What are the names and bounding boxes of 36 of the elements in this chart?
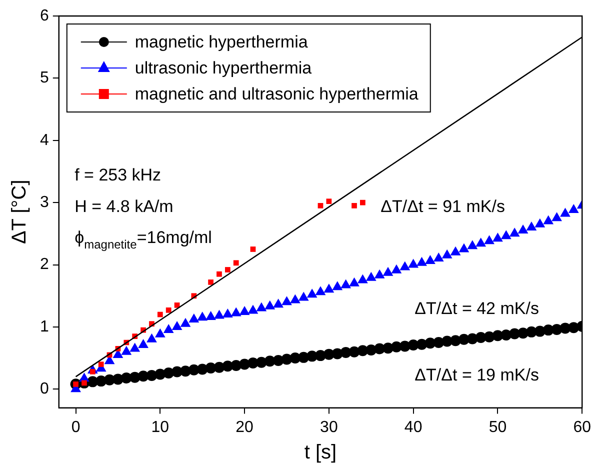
point <box>224 267 230 272</box>
annotation: f = 253 kHz <box>74 166 162 185</box>
point <box>360 200 366 206</box>
point <box>166 307 172 313</box>
legend-label: magnetic and ultrasonic hyperthermia <box>134 84 419 104</box>
y-tick-label: 2 <box>40 256 49 274</box>
x-tick-label: 40 <box>404 418 422 436</box>
legend-label: ultrasonic hyperthermia <box>134 58 312 78</box>
point <box>352 202 357 208</box>
y-tick-label: 1 <box>40 318 49 336</box>
y-tick-label: 6 <box>40 7 49 24</box>
annotation: ΔT/Δt = 19 mK/s <box>414 365 539 384</box>
x-tick-label: 20 <box>236 418 254 436</box>
annotation: ΔT/Δt = 42 mK/s <box>414 298 539 318</box>
y-tick-label: 4 <box>40 132 49 149</box>
point <box>157 312 163 318</box>
annotation: ΔT/Δt = 91 mK/s <box>380 196 505 216</box>
x-tick-label: 10 <box>151 418 170 436</box>
legend-label: magnetic hyperthermia <box>134 32 308 52</box>
point <box>250 246 256 252</box>
point <box>98 362 104 367</box>
point <box>208 279 214 285</box>
point <box>216 271 222 277</box>
y-tick-label: 0 <box>40 380 49 398</box>
annotation: H = 4.8 kA/m <box>74 196 174 216</box>
x-tick-label: 60 <box>573 418 592 436</box>
x-tick-label: 30 <box>320 418 338 436</box>
y-axis-title: ΔT [°C] <box>8 180 31 244</box>
x-tick-label: 50 <box>488 418 507 436</box>
x-tick-label: 0 <box>71 418 80 436</box>
y-tick-label: 5 <box>40 70 49 87</box>
y-tick-label: 3 <box>40 194 49 211</box>
x-axis-title: t [s] <box>304 442 337 464</box>
point <box>318 202 324 208</box>
point <box>326 198 332 204</box>
point <box>233 260 239 266</box>
